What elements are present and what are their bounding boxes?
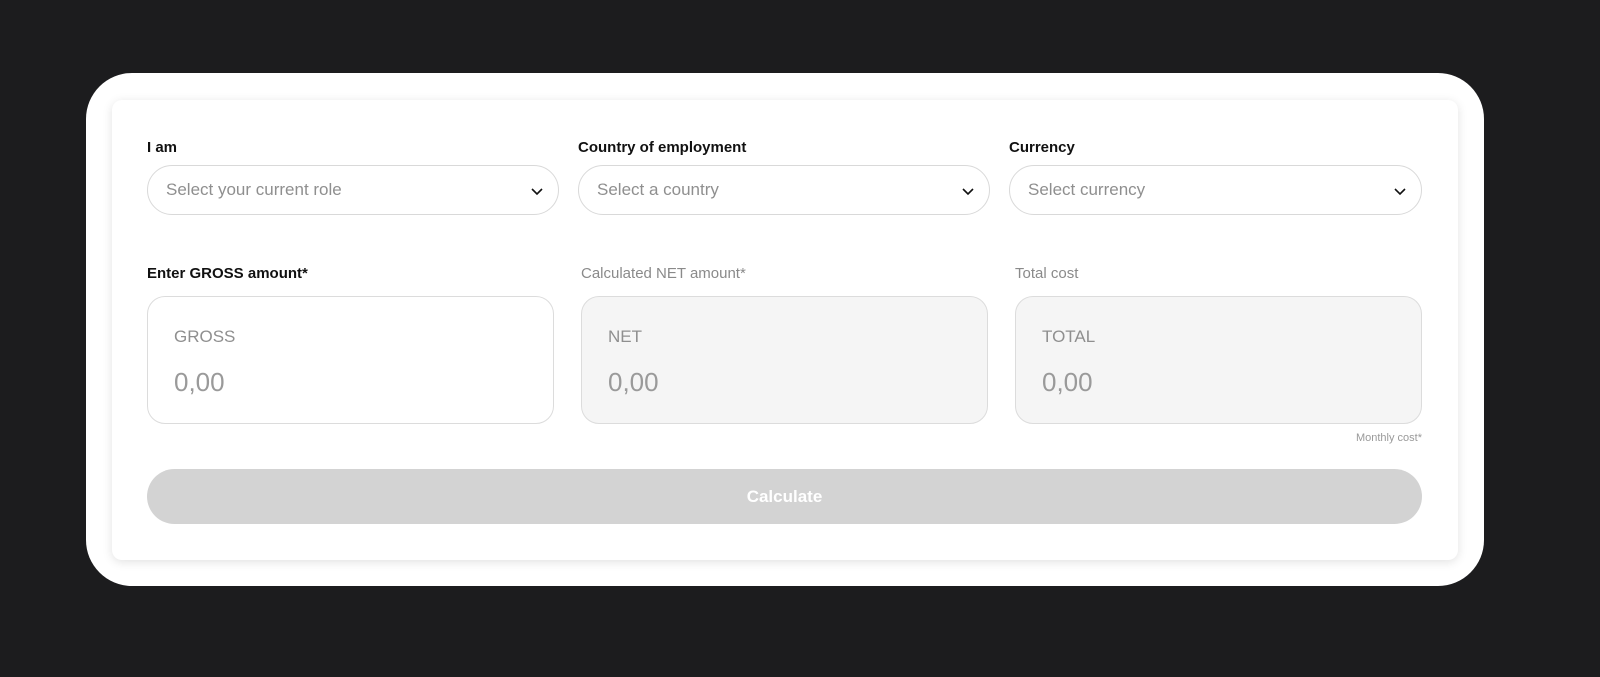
total-caption: TOTAL bbox=[1042, 327, 1096, 346]
gross-caption: GROSS bbox=[174, 327, 236, 346]
role-select[interactable]: Select your current role bbox=[147, 165, 559, 215]
net-caption: NET bbox=[608, 327, 642, 346]
currency-label: Currency bbox=[1009, 139, 1075, 156]
net-label: Calculated NET amount* bbox=[581, 265, 746, 282]
chevron-down-icon bbox=[531, 188, 543, 196]
country-select[interactable]: Select a country bbox=[578, 165, 990, 215]
total-value: 0,00 bbox=[1042, 367, 1093, 397]
total-label: Total cost bbox=[1015, 265, 1079, 282]
chevron-down-icon bbox=[962, 188, 974, 196]
role-placeholder: Select your current role bbox=[166, 180, 342, 199]
gross-input[interactable]: GROSS 0,00 bbox=[147, 296, 554, 424]
monthly-cost-note: Monthly cost* bbox=[1355, 432, 1422, 444]
currency-select[interactable]: Select currency bbox=[1009, 165, 1422, 215]
country-placeholder: Select a country bbox=[597, 180, 719, 199]
currency-placeholder: Select currency bbox=[1028, 180, 1146, 199]
country-label: Country of employment bbox=[578, 139, 747, 156]
net-output: NET 0,00 bbox=[581, 296, 988, 424]
gross-value: 0,00 bbox=[174, 367, 225, 397]
total-output: TOTAL 0,00 bbox=[1015, 296, 1422, 424]
calculate-button[interactable]: Calculate bbox=[147, 469, 1422, 524]
gross-label: Enter GROSS amount* bbox=[147, 265, 308, 282]
chevron-down-icon bbox=[1394, 188, 1406, 196]
net-value: 0,00 bbox=[608, 367, 659, 397]
role-label: I am bbox=[147, 139, 178, 156]
